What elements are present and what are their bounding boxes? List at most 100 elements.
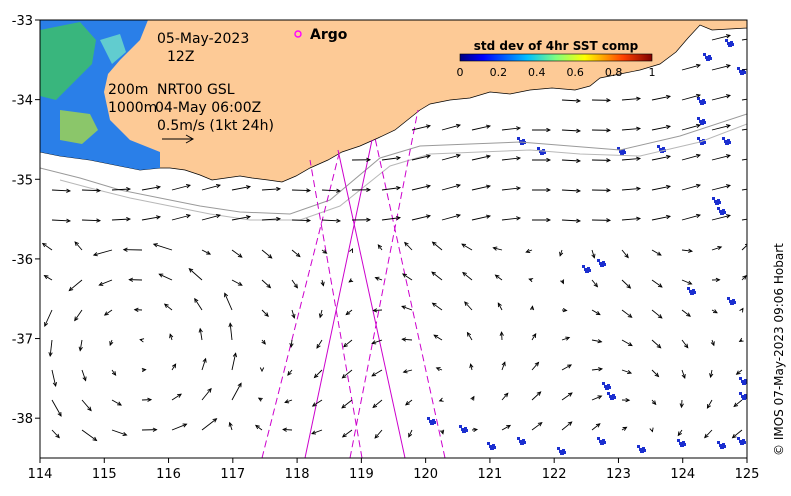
sst-speckle <box>612 394 615 397</box>
sst-speckle <box>432 419 435 422</box>
sst-speckle <box>642 447 645 450</box>
product-time-label: 04-May 06:00Z <box>155 100 261 116</box>
x-tick-label: 118 <box>285 467 310 482</box>
x-tick-label: 116 <box>156 467 181 482</box>
y-axis: -33 -34 -35 -36 -37 -38 <box>12 14 40 427</box>
colorbar-tick-label: 0.6 <box>566 66 584 79</box>
x-axis: 114 115 116 117 118 119 120 121 122 123 124 125 <box>28 458 760 482</box>
sst-speckle <box>717 199 720 202</box>
sst-speckle <box>602 439 605 442</box>
sst-speckle <box>597 259 600 262</box>
sst-speckle <box>692 289 695 292</box>
current-arrowhead <box>756 96 760 99</box>
sst-speckle <box>702 119 705 122</box>
x-tick-label: 122 <box>542 467 567 482</box>
sst-speckle <box>487 442 490 445</box>
colorbar-tick-label: 0.4 <box>528 66 546 79</box>
sst-speckle <box>587 267 590 270</box>
sst-speckle <box>725 39 728 42</box>
sst-speckle <box>717 207 720 210</box>
credit-label: © IMOS 07-May-2023 09:06 Hobart <box>772 243 786 456</box>
sst-speckle <box>708 55 711 58</box>
x-tick-label: 124 <box>670 467 695 482</box>
current-arrowhead <box>756 156 760 159</box>
current-arrowhead <box>756 36 760 39</box>
x-tick-label: 121 <box>477 467 502 482</box>
current-arrow <box>292 220 310 221</box>
y-tick-label: -35 <box>12 173 33 188</box>
sst-speckle <box>737 437 740 440</box>
sst-speckle <box>607 384 610 387</box>
sst-speckle <box>517 437 520 440</box>
y-tick-label: -38 <box>12 412 33 427</box>
current-arrowhead <box>756 186 760 189</box>
current-arrowhead <box>756 216 760 219</box>
isobath-1000-label: 1000m <box>108 100 157 116</box>
sst-speckle <box>739 392 742 395</box>
colorbar-gradient <box>460 54 652 61</box>
sst-speckle <box>597 437 600 440</box>
sst-speckle <box>739 377 742 380</box>
colorbar-tick-label: 0 <box>457 66 464 79</box>
isobath-200-label: 200m <box>108 82 148 98</box>
colorbar-title: std dev of 4hr SST comp <box>474 39 639 53</box>
hour-label: 12Z <box>167 49 194 65</box>
sst-speckle <box>562 449 565 452</box>
x-tick-label: 125 <box>735 467 760 482</box>
sst-speckle <box>537 147 540 150</box>
sst-speckle <box>677 439 680 442</box>
sst-speckle <box>602 382 605 385</box>
colorbar-tick-label: 1 <box>649 66 656 79</box>
sst-speckle <box>582 265 585 268</box>
sst-speckle <box>717 441 720 444</box>
sst-speckle <box>687 287 690 290</box>
sst-speckle <box>722 137 725 140</box>
sst-speckle <box>459 425 462 428</box>
sst-speckle <box>522 139 525 142</box>
y-tick-label: -36 <box>12 253 33 268</box>
colorbar-tick-label: 0.2 <box>490 66 508 79</box>
current-arrowhead <box>756 66 760 69</box>
argo-label: Argo <box>310 27 348 43</box>
current-arrow <box>292 190 310 191</box>
sst-speckle <box>727 139 730 142</box>
x-tick-label: 115 <box>92 467 117 482</box>
sst-speckle <box>702 99 705 102</box>
y-tick-label: -33 <box>12 14 33 29</box>
sst-speckle <box>427 417 430 420</box>
sst-speckle <box>607 392 610 395</box>
y-tick-label: -34 <box>12 94 33 109</box>
colorbar-tick-label: 0.8 <box>605 66 623 79</box>
sst-speckle <box>557 447 560 450</box>
sst-speckle <box>517 137 520 140</box>
y-tick-label: -37 <box>12 333 33 348</box>
product-label: NRT00 GSL <box>157 82 235 98</box>
x-tick-label: 117 <box>220 467 245 482</box>
current-arrowhead <box>756 126 760 129</box>
sst-speckle <box>730 41 733 44</box>
scale-label: 0.5m/s (1kt 24h) <box>157 118 274 134</box>
sst-speckle <box>722 209 725 212</box>
x-tick-label: 120 <box>413 467 438 482</box>
sst-speckle <box>703 53 706 56</box>
sst-speckle <box>522 439 525 442</box>
x-tick-label: 114 <box>28 467 53 482</box>
date-label: 05-May-2023 <box>157 31 249 47</box>
sst-speckle <box>697 137 700 140</box>
sst-speckle <box>732 299 735 302</box>
sst-speckle <box>464 427 467 430</box>
sst-speckle <box>737 67 740 70</box>
x-tick-label: 119 <box>349 467 374 482</box>
sst-speckle <box>492 444 495 447</box>
sst-speckle <box>682 441 685 444</box>
sst-speckle <box>712 197 715 200</box>
x-tick-label: 123 <box>606 467 631 482</box>
sst-speckle <box>662 147 665 150</box>
sst-speckle <box>722 443 725 446</box>
sst-speckle <box>637 445 640 448</box>
sst-speckle <box>727 297 730 300</box>
sst-speckle <box>742 439 745 442</box>
sst-speckle <box>602 261 605 264</box>
